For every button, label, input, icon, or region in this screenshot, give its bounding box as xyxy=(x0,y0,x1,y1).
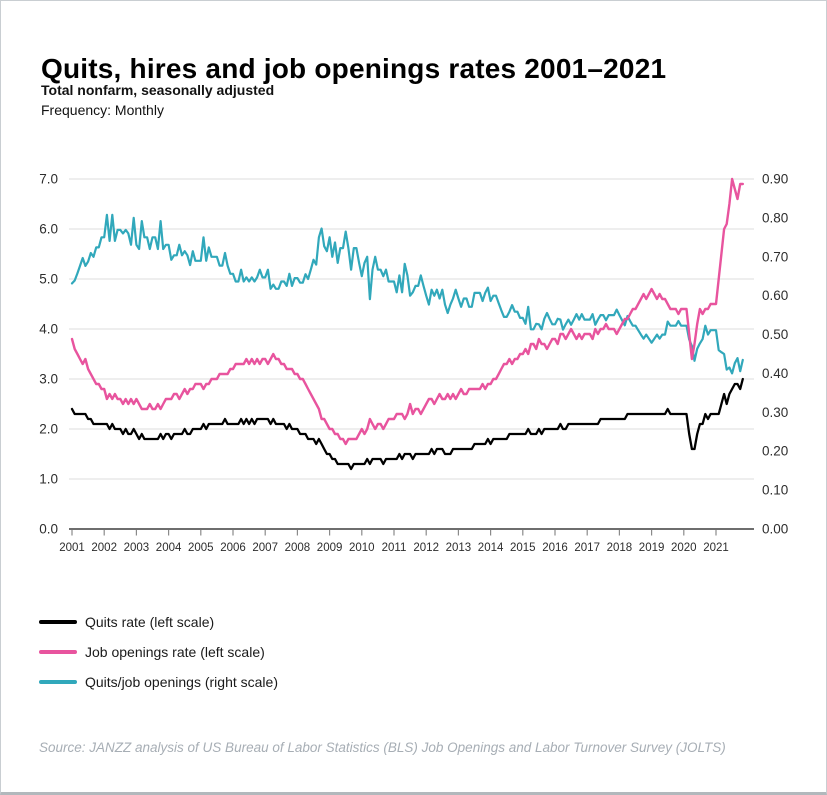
y-axis-label-right: 0.00 xyxy=(762,522,788,537)
y-axis-label-left: 5.0 xyxy=(39,272,58,287)
y-axis-label-right: 0.90 xyxy=(762,172,788,187)
x-axis-label: 2016 xyxy=(542,542,568,554)
legend-item-quits-rate: Quits rate (left scale) xyxy=(39,607,278,637)
y-axis-label-right: 0.70 xyxy=(762,249,788,264)
y-axis-label-left: 7.0 xyxy=(39,172,58,187)
x-axis-label: 2003 xyxy=(124,542,150,554)
x-axis-label: 2011 xyxy=(382,542,407,554)
y-axis-label-left: 2.0 xyxy=(39,422,58,437)
x-axis-label: 2020 xyxy=(671,542,697,554)
y-axis-label-right: 0.80 xyxy=(762,210,788,225)
legend-label: Quits rate (left scale) xyxy=(85,614,215,630)
legend-item-job-openings-rate: Job openings rate (left scale) xyxy=(39,637,278,667)
x-axis-label: 2021 xyxy=(703,542,729,554)
x-axis-label: 2002 xyxy=(91,542,117,554)
source-note: Source: JANZZ analysis of US Bureau of L… xyxy=(39,740,726,755)
x-axis-label: 2015 xyxy=(510,542,536,554)
x-axis-label: 2001 xyxy=(59,542,85,554)
y-axis-label-right: 0.40 xyxy=(762,366,788,381)
y-axis-label-left: 6.0 xyxy=(39,222,58,237)
x-axis-label: 2010 xyxy=(349,542,375,554)
chart-frequency-note: Frequency: Monthly xyxy=(41,102,164,118)
x-axis-label: 2019 xyxy=(639,542,665,554)
chart-title: Quits, hires and job openings rates 2001… xyxy=(41,52,667,84)
legend-swatch xyxy=(39,680,77,684)
x-axis-label: 2012 xyxy=(413,542,439,554)
x-axis-label: 2014 xyxy=(478,542,504,554)
series-line-quits-rate xyxy=(70,377,744,471)
x-axis-label: 2005 xyxy=(188,542,214,554)
x-axis-label: 2017 xyxy=(574,542,600,554)
x-axis-label: 2006 xyxy=(220,542,246,554)
y-axis-label-left: 0.0 xyxy=(39,522,58,537)
x-axis-label: 2013 xyxy=(446,542,472,554)
x-axis-label: 2007 xyxy=(252,542,278,554)
series-line-quits-job-openings-ratio xyxy=(70,213,744,375)
y-axis-label-left: 3.0 xyxy=(39,372,58,387)
legend-swatch xyxy=(39,620,77,624)
y-axis-label-left: 4.0 xyxy=(39,322,58,337)
legend-label: Quits/job openings (right scale) xyxy=(85,674,278,690)
x-axis-label: 2008 xyxy=(285,542,311,554)
legend-item-quits-job-openings-ratio: Quits/job openings (right scale) xyxy=(39,667,278,697)
y-axis-label-right: 0.60 xyxy=(762,288,788,303)
legend-label: Job openings rate (left scale) xyxy=(85,644,265,660)
chart-legend: Quits rate (left scale) Job openings rat… xyxy=(39,607,278,697)
chart-subtitle: Total nonfarm, seasonally adjusted xyxy=(41,82,275,98)
y-axis-label-right: 0.10 xyxy=(762,483,788,498)
y-axis-label-right: 0.30 xyxy=(762,405,788,420)
legend-swatch xyxy=(39,650,77,654)
x-axis-label: 2018 xyxy=(607,542,633,554)
y-axis-label-right: 0.20 xyxy=(762,444,788,459)
x-axis-label: 2009 xyxy=(317,542,343,554)
y-axis-label-left: 1.0 xyxy=(39,472,58,487)
y-axis-label-right: 0.50 xyxy=(762,327,788,342)
series-line-job-openings-rate xyxy=(70,177,744,446)
x-axis-label: 2004 xyxy=(156,542,182,554)
